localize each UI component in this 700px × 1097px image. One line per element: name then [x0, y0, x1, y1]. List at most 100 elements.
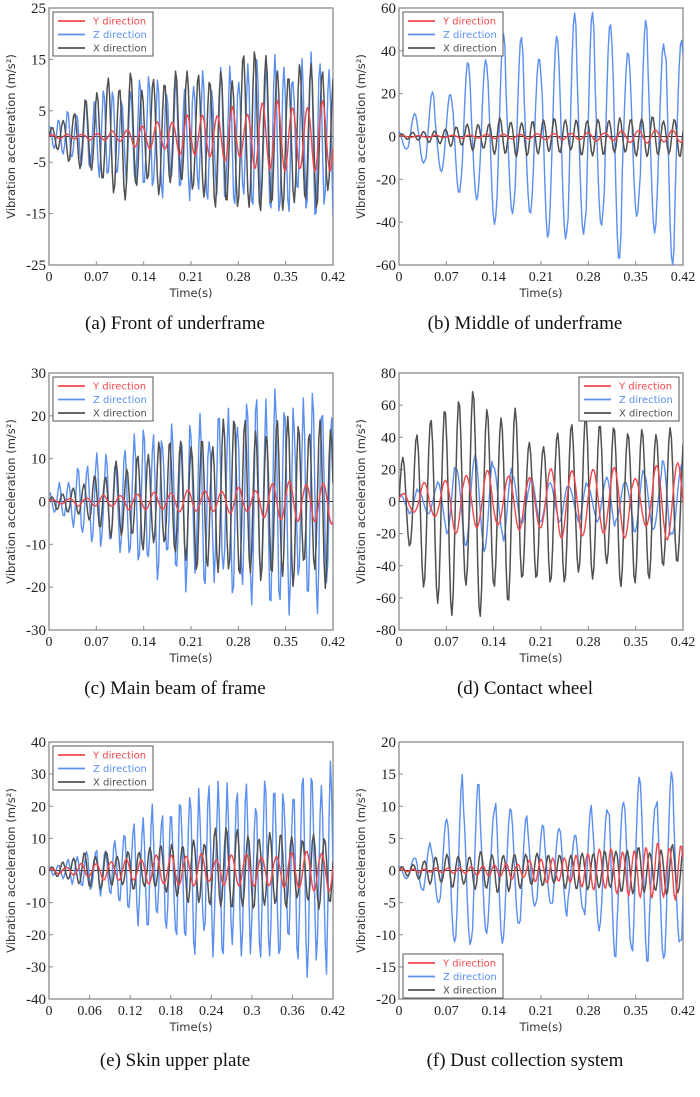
x-tick-label: 0.28: [226, 635, 251, 650]
panel-b: -60 -40 -20 0 20 40 60 0 0.07 0.14 0.21 0.28 0.35 0.4…: [350, 0, 700, 363]
chart-d: -80 -60 -40 -20 0 20 40 60 80 0 0.07 0.14 0.21 0.28 0.…: [354, 366, 696, 665]
y-tick-label: 0: [389, 130, 397, 146]
legend-label-y: Y direction: [92, 17, 146, 28]
y-tick-label: -80: [376, 623, 396, 639]
legend-label-z: Z direction: [443, 972, 497, 983]
legend-label-x: X direction: [93, 409, 147, 420]
y-axis-title: Vibration acceleration (m/s²): [4, 419, 18, 584]
series-group: [49, 760, 333, 979]
caption-a: (a) Front of underframe: [85, 313, 265, 334]
panel-a: -25 -15 -5 5 15 25 0 0.07 0.14 0.21 0.28 0.35 0.42 Ti…: [0, 0, 350, 363]
x-tick-label: 0: [46, 270, 53, 285]
series-group: [399, 771, 683, 963]
y-tick-label: 80: [381, 366, 396, 382]
legend: Y direction Z direction X direction: [52, 745, 154, 791]
x-tick-label: 0.28: [576, 635, 601, 650]
y-tick-label: -30: [26, 960, 46, 976]
series-group: [49, 51, 333, 218]
x-tick-label: 0.21: [529, 1004, 554, 1019]
y-tick-label: 40: [31, 735, 46, 751]
chart-c: -30 -20 -10 0 10 20 30 0 0.07 0.14 0.21 0.28 0.35 0.4…: [4, 366, 345, 665]
y-tick-label: 40: [381, 430, 396, 446]
x-tick-label: 0.07: [434, 270, 459, 285]
series-line-z: [49, 760, 333, 979]
x-tick-label: 0.35: [623, 635, 648, 650]
series-line-x: [49, 415, 333, 590]
series-group: [49, 388, 333, 616]
y-tick-label: -20: [26, 580, 46, 596]
x-tick-label: 0: [46, 635, 53, 650]
chart-f: -20 -15 -10 -5 0 5 10 15 20 0 0.07 0.14 0.21 0.28 0.35…: [354, 735, 695, 1034]
series-line-z: [49, 388, 333, 616]
series-line-y: [49, 480, 333, 525]
x-tick-label: 0.14: [481, 270, 506, 285]
legend-label-z: Z direction: [619, 395, 673, 406]
x-axis-title: Time(s): [168, 651, 212, 665]
y-tick-label: 10: [381, 799, 396, 815]
y-tick-label: -20: [376, 992, 396, 1008]
y-tick-label: 15: [31, 52, 46, 68]
legend-label-y: Y direction: [92, 751, 146, 762]
legend-label-x: X direction: [93, 44, 147, 55]
caption-f: (f) Dust collection system: [426, 1050, 624, 1071]
x-tick-label: 0.42: [671, 635, 696, 650]
y-tick-label: 40: [381, 44, 396, 60]
y-tick-label: 0: [389, 864, 397, 880]
y-axis-title: Vibration acceleration (m/s²): [4, 788, 18, 953]
legend: Y direction Z direction X direction: [402, 953, 504, 999]
legend-label-x: X direction: [93, 778, 147, 789]
y-tick-label: -20: [376, 172, 396, 188]
legend-label-z: Z direction: [93, 764, 147, 775]
legend-label-y: Y direction: [618, 382, 672, 393]
x-tick-label: 0: [46, 1004, 53, 1019]
y-tick-label: -10: [26, 537, 46, 553]
y-tick-label: 20: [381, 87, 396, 103]
y-tick-label: 20: [381, 462, 396, 478]
legend: Y direction Z direction X direction: [402, 11, 504, 57]
series-line-y: [49, 99, 333, 173]
y-tick-label: 30: [31, 366, 46, 382]
x-tick-label: 0.3: [243, 1004, 261, 1019]
y-tick-label: -15: [376, 960, 396, 976]
x-tick-label: 0.28: [576, 1004, 601, 1019]
legend-label-z: Z direction: [443, 30, 497, 41]
x-tick-label: 0.06: [77, 1004, 102, 1019]
x-tick-label: 0.21: [529, 270, 554, 285]
y-axis-title: Vibration acceleration (m/s²): [354, 788, 368, 953]
x-axis-title: Time(s): [168, 1020, 212, 1034]
x-tick-label: 0.36: [280, 1004, 305, 1019]
chart-b: -60 -40 -20 0 20 40 60 0 0.07 0.14 0.21 0.28 0.35 0.4…: [354, 1, 695, 300]
chart-a: -25 -15 -5 5 15 25 0 0.07 0.14 0.21 0.28 0.35 0.42 Ti…: [4, 1, 345, 300]
y-tick-label: 30: [31, 767, 46, 783]
series-line-y: [399, 462, 683, 541]
panel-f: -20 -15 -10 -5 0 5 10 15 20 0 0.07 0.14 0.21 0.28 0.35…: [350, 734, 700, 1097]
caption-d: (d) Contact wheel: [456, 678, 594, 699]
y-axis-title: Vibration acceleration (m/s²): [354, 419, 368, 584]
y-tick-label: -10: [26, 896, 46, 912]
caption-b: (b) Middle of underframe: [427, 313, 623, 334]
y-tick-label: -25: [26, 258, 46, 274]
x-tick-label: 0.14: [131, 635, 156, 650]
x-tick-label: 0.35: [623, 270, 648, 285]
x-tick-label: 0.35: [273, 635, 298, 650]
x-tick-label: 0.18: [158, 1004, 183, 1019]
y-tick-label: 20: [31, 409, 46, 425]
x-tick-label: 0.07: [84, 635, 109, 650]
x-tick-label: 0.28: [226, 270, 251, 285]
x-tick-label: 0.21: [529, 635, 554, 650]
legend-label-y: Y direction: [92, 382, 146, 393]
y-tick-label: 10: [31, 831, 46, 847]
caption-c: (c) Main beam of frame: [84, 678, 266, 699]
series-line-z: [399, 11, 683, 265]
x-tick-label: 0.07: [84, 270, 109, 285]
y-tick-label: -20: [376, 527, 396, 543]
y-tick-label: -40: [376, 559, 396, 575]
series-line-x: [49, 827, 333, 910]
series-line-x: [399, 116, 683, 158]
panel-d: -80 -60 -40 -20 0 20 40 60 80 0 0.07 0.14 0.21 0.28 0.…: [350, 365, 700, 728]
y-tick-label: 20: [31, 799, 46, 815]
legend: Y direction Z direction X direction: [52, 11, 154, 57]
y-tick-label: -40: [376, 215, 396, 231]
legend-label-y: Y direction: [442, 17, 496, 28]
x-tick-label: 0.21: [179, 635, 204, 650]
